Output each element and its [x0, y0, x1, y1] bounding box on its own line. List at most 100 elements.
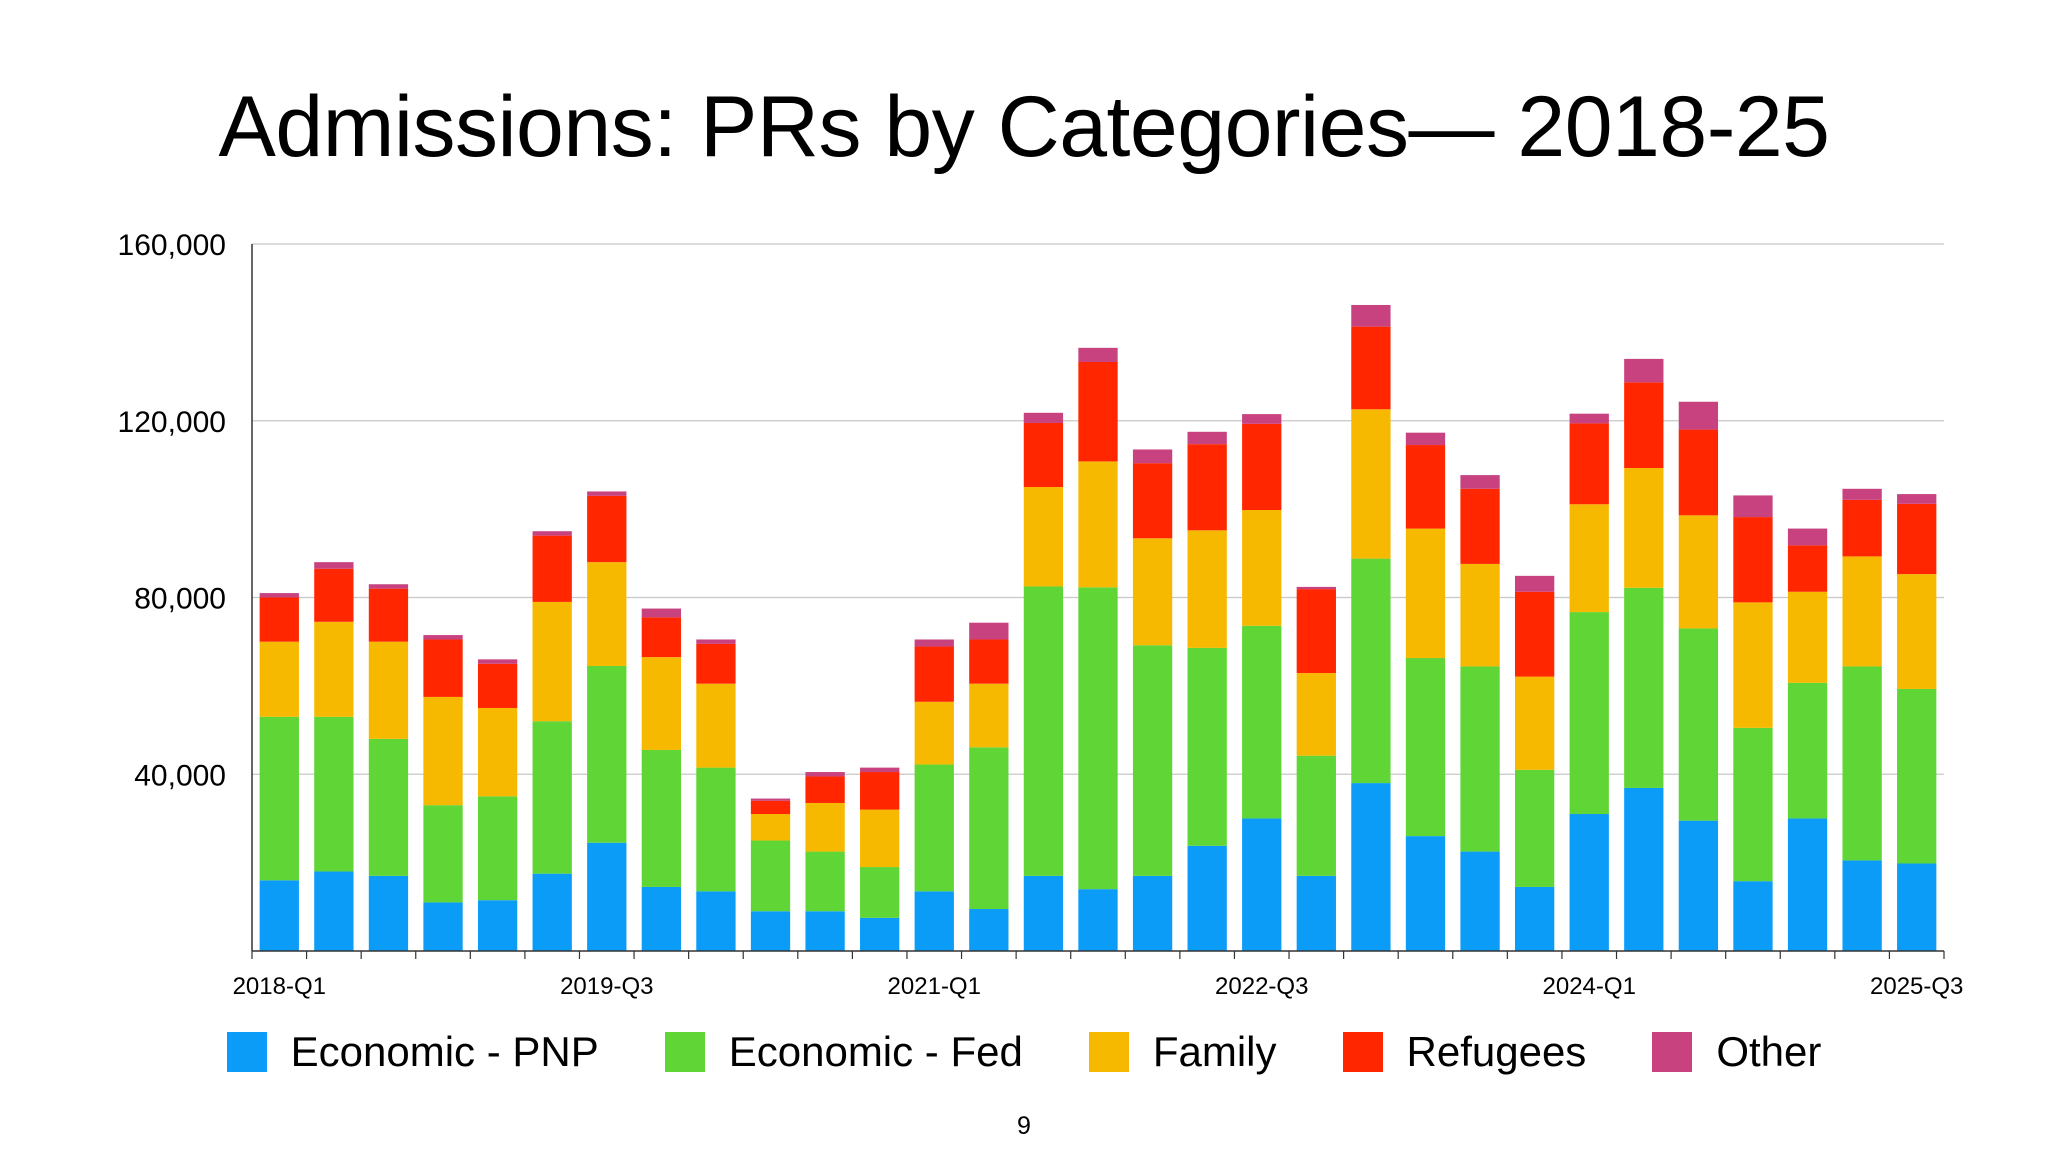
- legend-label: Other: [1716, 1028, 1822, 1075]
- bar-economic-pnp-2018-Q4: [423, 902, 463, 951]
- bar-other-2023-Q2: [1405, 432, 1446, 446]
- bar-economic-pnp-2024-Q3: [1678, 820, 1719, 951]
- bar-economic-pnp-2020-Q1: [696, 891, 736, 951]
- bar-family-2023-Q1: [1351, 409, 1391, 559]
- bar-family-2019-Q2: [532, 601, 572, 722]
- bar-economic-fed-2018-Q4: [423, 805, 463, 903]
- x-tick-label: 2019-Q3: [560, 973, 653, 1000]
- bar-family-2022-Q2: [1187, 530, 1227, 648]
- bar-family-2020-Q2: [750, 814, 791, 841]
- bar-refugees-2025-Q1: [1787, 545, 1828, 592]
- bar-economic-fed-2025-Q1: [1787, 682, 1828, 819]
- bar-other-2019-Q1: [477, 659, 518, 664]
- bar-refugees-2021-Q3: [1023, 422, 1064, 488]
- bar-other-2025-Q2: [1842, 488, 1882, 500]
- bar-refugees-2024-Q2: [1624, 382, 1664, 469]
- bar-economic-pnp-2018-Q3: [368, 875, 409, 951]
- bar-other-2020-Q3: [805, 772, 845, 777]
- bar-refugees-2020-Q1: [696, 643, 736, 684]
- bar-economic-pnp-2025-Q3: [1897, 863, 1937, 951]
- bar-other-2019-Q3: [587, 491, 627, 496]
- bar-family-2019-Q3: [587, 562, 627, 666]
- bar-other-2023-Q3: [1460, 475, 1500, 489]
- bar-refugees-2025-Q2: [1842, 499, 1882, 557]
- bar-other-2018-Q4: [423, 635, 463, 640]
- bar-other-2022-Q2: [1187, 431, 1227, 445]
- bar-other-2022-Q4: [1296, 586, 1336, 590]
- bar-other-2023-Q1: [1351, 304, 1391, 327]
- bar-refugees-2018-Q1: [259, 597, 299, 642]
- legend-label: Family: [1152, 1028, 1277, 1075]
- y-tick-label: 80,000: [134, 583, 226, 616]
- bar-other-2019-Q4: [641, 608, 682, 618]
- x-tick-label: 2021-Q1: [888, 973, 981, 1000]
- bar-family-2019-Q1: [477, 707, 518, 797]
- bar-family-2020-Q3: [805, 802, 845, 852]
- bar-other-2018-Q2: [314, 562, 354, 569]
- bar-other-2018-Q1: [259, 593, 299, 598]
- bar-family-2025-Q2: [1842, 556, 1882, 667]
- bar-economic-fed-2025-Q2: [1842, 666, 1882, 861]
- page-number: 9: [1017, 1112, 1031, 1140]
- bar-refugees-2018-Q4: [423, 639, 463, 697]
- bar-economic-pnp-2022-Q2: [1187, 845, 1227, 951]
- bar-other-2024-Q3: [1678, 401, 1719, 430]
- bar-other-2020-Q4: [860, 767, 900, 773]
- legend-item-other: Other: [1652, 1028, 1821, 1076]
- y-tick-label: 120,000: [118, 406, 226, 439]
- bar-family-2020-Q4: [860, 809, 900, 868]
- bar-economic-fed-2018-Q1: [259, 716, 299, 881]
- legend-item-economic-pnp: Economic - PNP: [226, 1028, 599, 1076]
- legend-swatch: [1342, 1032, 1383, 1072]
- bar-economic-pnp-2021-Q4: [1078, 889, 1118, 951]
- bar-economic-fed-2020-Q1: [696, 767, 736, 892]
- bar-economic-pnp-2021-Q1: [914, 891, 954, 951]
- bar-refugees-2022-Q4: [1296, 589, 1336, 674]
- bar-family-2023-Q2: [1405, 528, 1446, 659]
- bar-economic-fed-2020-Q4: [860, 867, 900, 918]
- bar-economic-fed-2022-Q3: [1242, 625, 1282, 819]
- x-tick-label: 2024-Q1: [1543, 973, 1636, 1000]
- bar-refugees-2019-Q2: [532, 535, 572, 602]
- bar-refugees-2022-Q1: [1132, 463, 1173, 539]
- bar-economic-fed-2019-Q2: [532, 721, 572, 874]
- bar-economic-fed-2024-Q4: [1733, 727, 1773, 882]
- bar-family-2024-Q2: [1624, 468, 1664, 588]
- bar-refugees-2024-Q1: [1569, 423, 1609, 505]
- bar-economic-pnp-2022-Q4: [1296, 875, 1336, 951]
- y-axis-tick-labels: 40,000 80,000 120,000 160,000: [118, 229, 226, 792]
- bar-economic-fed-2018-Q3: [368, 738, 409, 876]
- bar-economic-pnp-2022-Q3: [1242, 818, 1282, 951]
- bar-family-2021-Q4: [1078, 461, 1118, 588]
- bar-economic-pnp-2025-Q2: [1842, 860, 1882, 951]
- bar-refugees-2023-Q4: [1514, 591, 1555, 677]
- bar-economic-fed-2021-Q3: [1023, 586, 1064, 876]
- bar-economic-pnp-2023-Q4: [1514, 886, 1555, 951]
- bar-economic-fed-2021-Q4: [1078, 587, 1118, 890]
- bar-refugees-2020-Q4: [860, 772, 900, 810]
- bar-economic-pnp-2018-Q1: [259, 880, 299, 951]
- bar-other-2019-Q2: [532, 531, 572, 536]
- bar-economic-pnp-2025-Q1: [1787, 818, 1828, 951]
- bar-other-2018-Q3: [368, 584, 409, 589]
- bar-economic-fed-2024-Q3: [1678, 628, 1719, 821]
- bar-economic-fed-2024-Q2: [1624, 587, 1664, 788]
- bar-refugees-2019-Q4: [641, 617, 682, 658]
- bar-refugees-2024-Q3: [1678, 429, 1719, 516]
- bar-other-2025-Q3: [1897, 494, 1937, 504]
- bar-other-2021-Q1: [914, 639, 954, 647]
- bar-other-2024-Q1: [1569, 413, 1609, 424]
- bar-economic-fed-2022-Q1: [1132, 645, 1173, 876]
- bar-family-2024-Q4: [1733, 602, 1773, 728]
- bar-economic-fed-2023-Q1: [1351, 558, 1391, 784]
- bar-family-2018-Q1: [259, 641, 299, 717]
- bar-economic-fed-2021-Q2: [969, 747, 1009, 910]
- bar-family-2022-Q1: [1132, 538, 1173, 646]
- bar-economic-pnp-2019-Q3: [587, 842, 627, 951]
- bar-family-2024-Q1: [1569, 504, 1609, 613]
- bar-economic-fed-2020-Q2: [750, 840, 791, 912]
- bar-family-2024-Q3: [1678, 515, 1719, 629]
- bar-refugees-2022-Q3: [1242, 423, 1282, 511]
- bar-refugees-2023-Q2: [1405, 445, 1446, 529]
